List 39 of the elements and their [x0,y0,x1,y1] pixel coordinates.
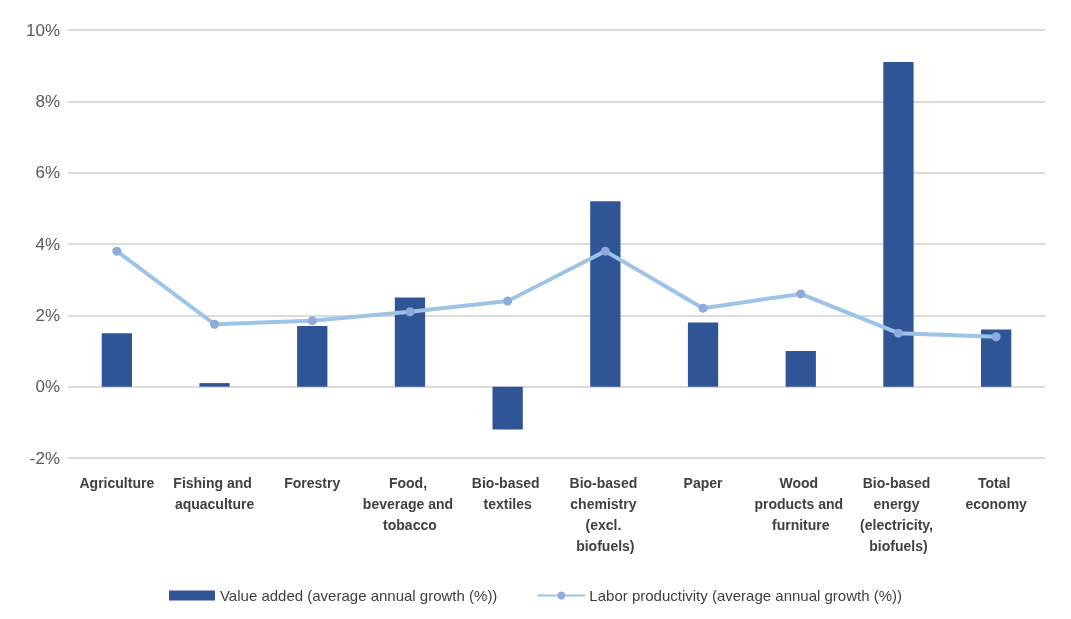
y-tick-label: 4% [35,234,60,254]
x-tick-label: Agriculture [79,474,155,491]
x-tick-label: Fishing and aquaculture [173,474,256,512]
y-tick-label: -2% [29,448,60,468]
point [405,307,415,317]
point [796,289,806,299]
x-tick-label: Wood products and furniture [754,474,848,533]
bar [492,386,523,430]
bar [394,297,426,387]
x-tick-label: Bio-based textiles [471,474,544,512]
x-tick-label: Paper [683,474,724,491]
x-tick-label: Total economy [965,474,1028,512]
y-tick-label: 10% [25,20,60,40]
bar [981,329,1012,387]
point [210,319,220,329]
legend-label: Labor productivity (average annual growth (%)) [589,587,903,604]
x-tick-label: Bio-based chemistry (excl. biofuels) [569,474,642,554]
x-tick-label: Bio-based energy (electricity, biofuels) [860,474,937,554]
point [600,246,610,256]
point [112,246,122,256]
legend-label: Value added (average annual growth (%)) [219,587,498,604]
point [893,328,903,338]
y-tick-label: 8% [35,91,60,111]
y-tick-label: 0% [35,377,60,397]
y-tick-label: 2% [35,305,60,325]
y-tick-label: 6% [35,163,60,183]
bar [687,322,719,387]
x-tick-label: Food, beverage and tobacco [362,474,458,533]
bar [101,333,132,387]
bar [883,62,914,387]
bar [785,351,816,387]
bar [297,326,328,387]
point [991,332,1001,342]
bar [199,383,230,387]
point [503,296,513,306]
point [307,316,317,326]
bar [590,201,621,387]
x-tick-label: Forestry [284,474,341,491]
point [698,303,708,313]
